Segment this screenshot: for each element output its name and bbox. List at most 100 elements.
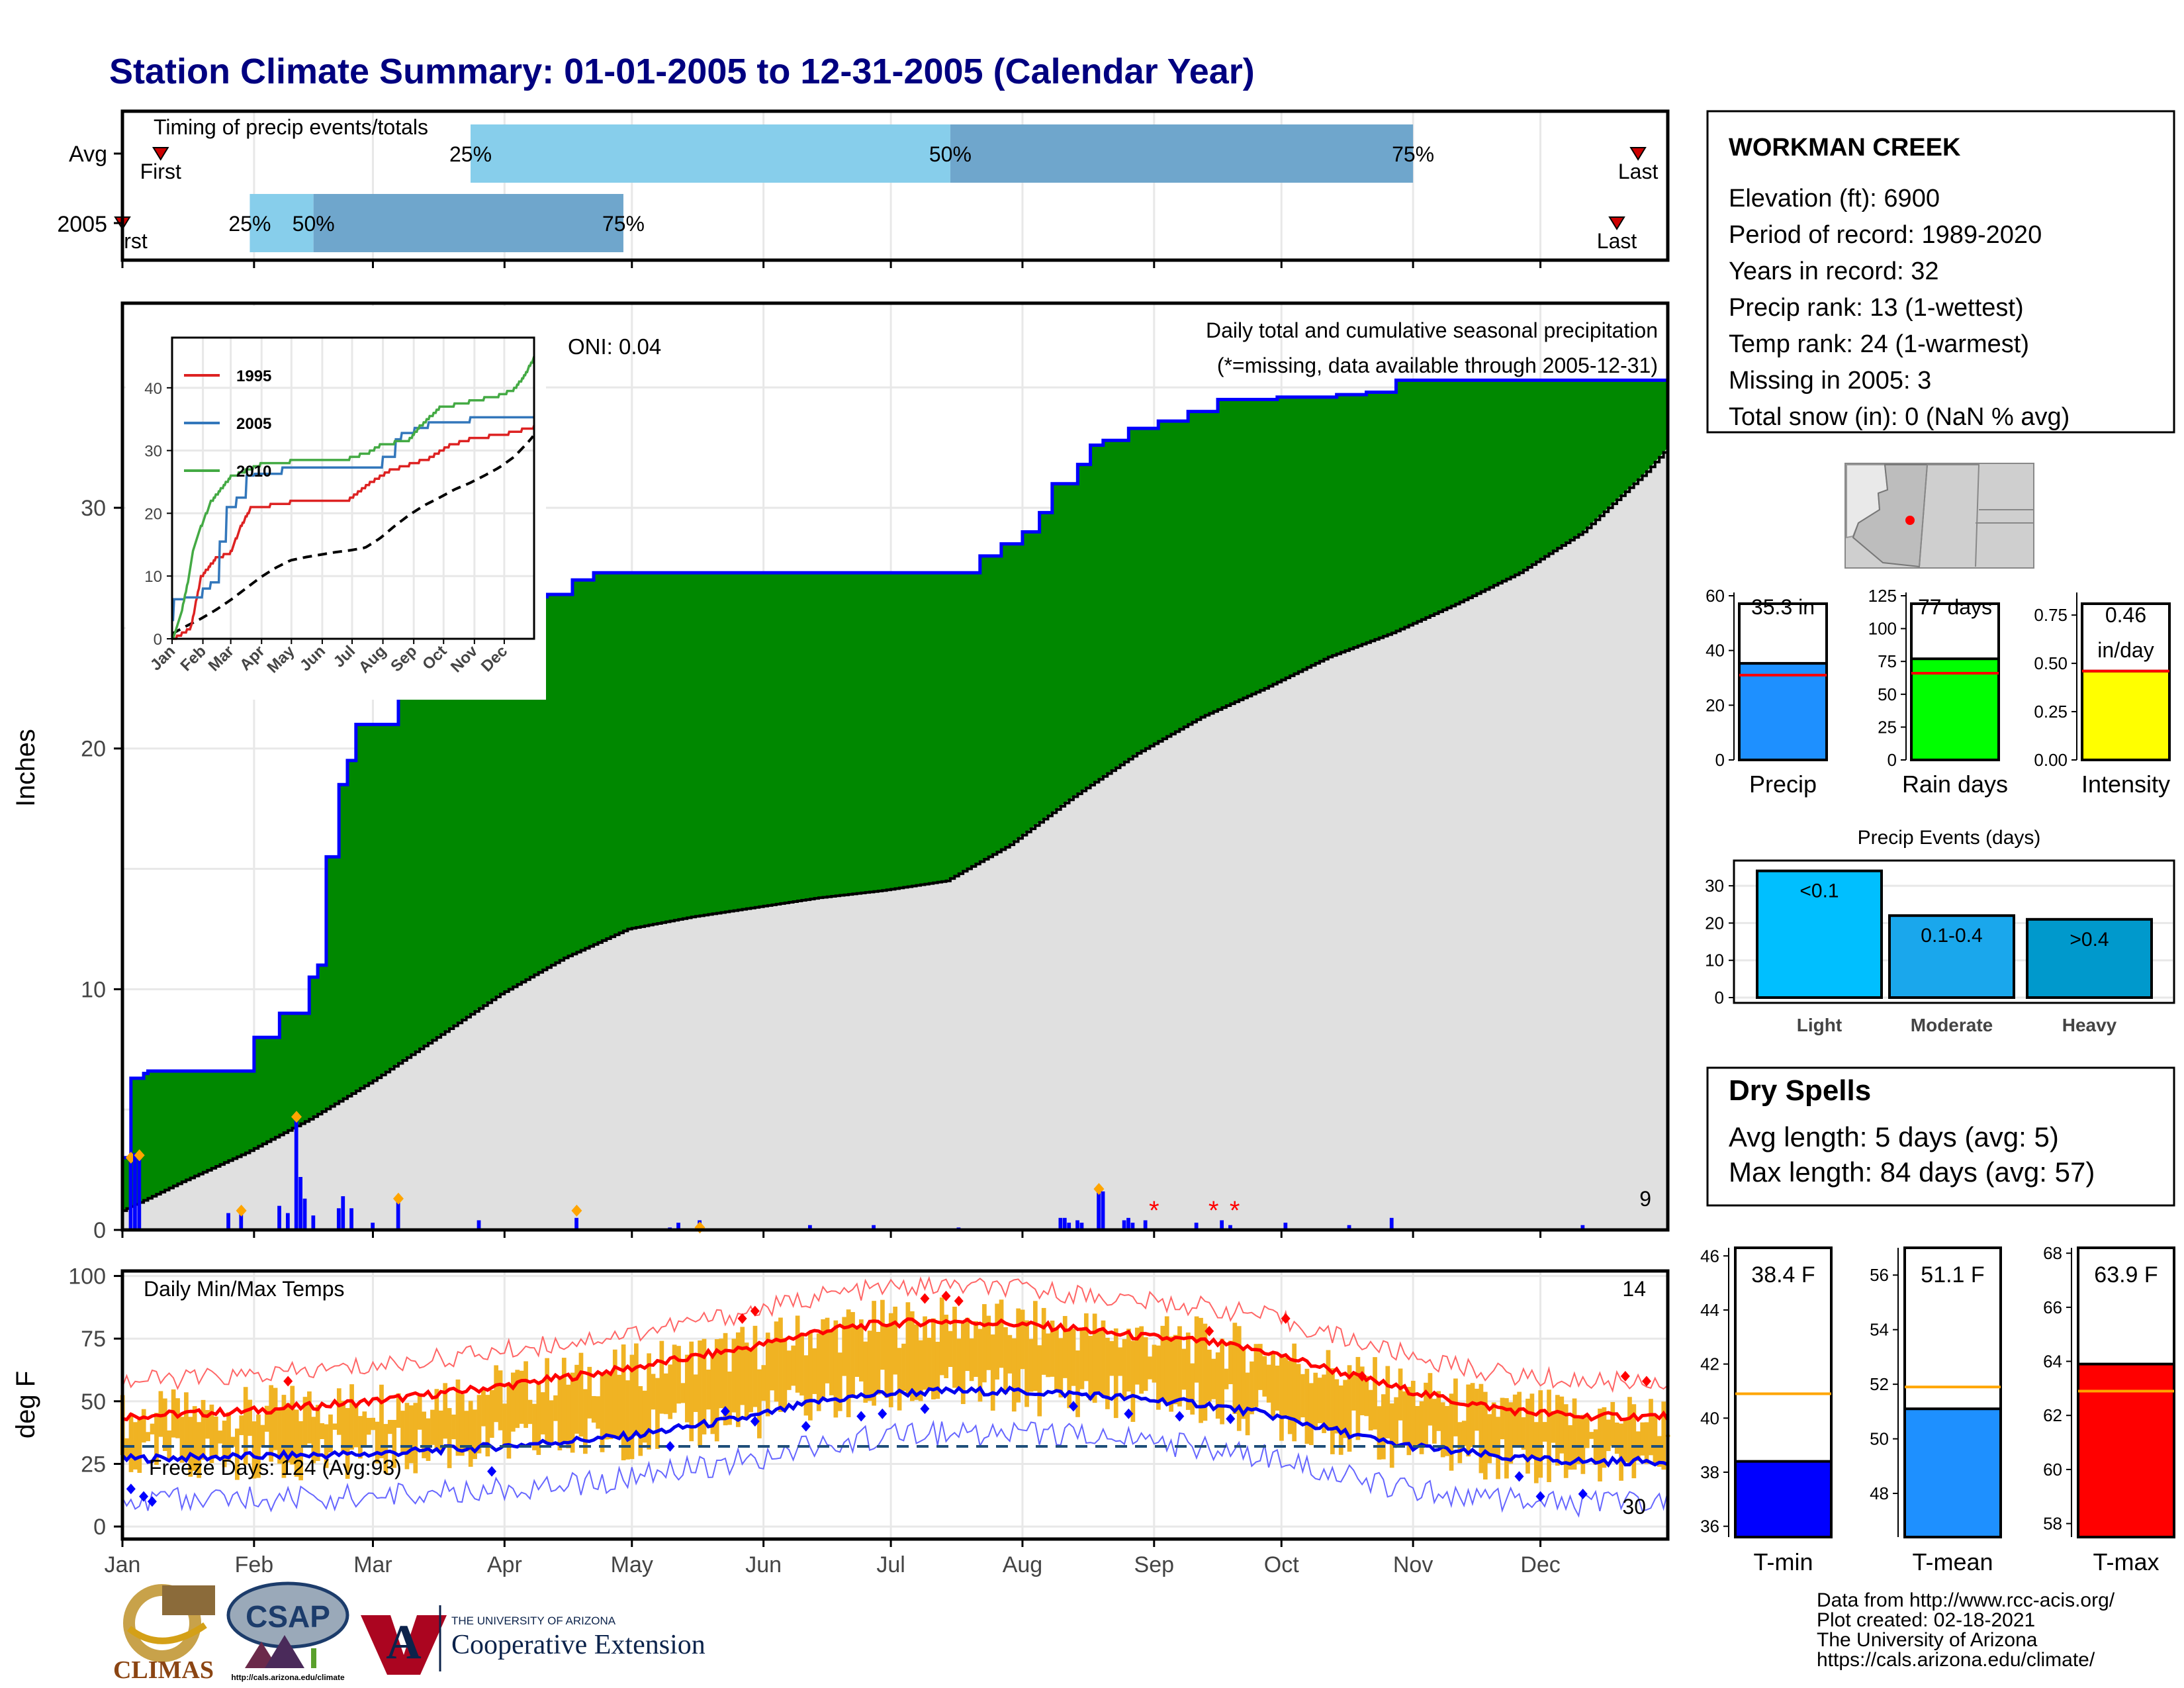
missing-day-marker: * [1208, 1196, 1219, 1225]
temp-summary-value-label: 51.1 F [1921, 1262, 1984, 1288]
daily-precip-bar [285, 1213, 290, 1230]
temp-range-bar [494, 1365, 499, 1423]
timing-label-50: 50% [293, 212, 335, 236]
daily-precip-bar [341, 1196, 345, 1230]
temp-range-bar [858, 1319, 864, 1382]
timing-label-75: 75% [602, 212, 645, 236]
timing-marker [152, 147, 169, 161]
temp-range-bar [277, 1410, 282, 1464]
temp-range-bar [1279, 1355, 1284, 1441]
mini-ytick-label: 0 [1715, 750, 1725, 770]
record-low-marker [487, 1466, 497, 1477]
temp-range-bar [281, 1395, 287, 1478]
temp-range-bar [307, 1391, 312, 1444]
temp-range-bar [821, 1319, 825, 1397]
temp-range-bar [905, 1302, 911, 1397]
precip-ytick-label: 20 [81, 737, 106, 762]
temp-range-bar [863, 1341, 868, 1403]
csap-url: http://cals.arizona.edu/climate [231, 1673, 345, 1682]
inset-ytick-label: 40 [144, 380, 162, 398]
temp-range-bar [1245, 1372, 1250, 1436]
temp-range-bar [1402, 1391, 1407, 1443]
temp-range-bar [752, 1325, 758, 1407]
temp-frame [120, 1269, 1670, 1541]
temp-range-bar [1576, 1418, 1581, 1464]
precip-annotation-missing: (*=missing, data available through 2005-… [1217, 353, 1658, 377]
temp-range-bar [447, 1408, 452, 1468]
temp-range-bar [146, 1432, 151, 1442]
temp-range-bar [481, 1389, 486, 1427]
temp-range-bar [1139, 1326, 1144, 1394]
temp-range-bar [948, 1331, 953, 1367]
daily-precip-bar [1347, 1225, 1351, 1230]
temp-summary-t-max: 58 60 62 64 66 68 63.9 F T-max [2043, 1243, 2175, 1575]
temp-range-bar [1555, 1395, 1560, 1466]
temp-range-bar [375, 1421, 380, 1464]
temp-range-bar [791, 1345, 796, 1386]
temp-range-bar [1250, 1361, 1254, 1415]
temp-range-bar [1563, 1404, 1569, 1478]
daily-precip-bar [1097, 1189, 1101, 1230]
temp-range-bar [884, 1325, 889, 1398]
mini-value-bar [2081, 669, 2171, 761]
temp-summary-ytick-label: 46 [1700, 1246, 1719, 1266]
inset-y-ticks: 0 10 20 30 40 [144, 380, 172, 649]
average-min-line [121, 1385, 1668, 1468]
temp-summary-value-bar [1903, 1407, 2002, 1538]
inset-background [126, 306, 546, 700]
temp-range-bar [583, 1389, 588, 1454]
temp-range-bar [315, 1405, 320, 1462]
temp-range-bar [133, 1422, 138, 1470]
record-min-line [122, 1419, 1668, 1518]
temp-range-bar [1542, 1422, 1547, 1442]
timing-marker-label: Last [1597, 229, 1637, 253]
temp-range-bar [290, 1385, 295, 1465]
ua-big-text: Cooperative Extension [451, 1630, 705, 1660]
temp-summary-value-bar [2077, 1362, 2175, 1539]
temp-range-bar [888, 1313, 893, 1407]
dry-spells-avg: Avg length: 5 days (avg: 5) [1729, 1121, 2059, 1152]
temp-range-bar [803, 1355, 809, 1416]
temp-range-bar [285, 1403, 291, 1463]
temp-range-bar [1308, 1383, 1314, 1446]
temp-range-bar [680, 1383, 686, 1403]
temp-range-bar [1533, 1422, 1539, 1483]
temp-range-bar [1521, 1417, 1526, 1450]
temp-range-bar [591, 1395, 596, 1423]
temp-range-bar [1644, 1422, 1649, 1464]
temp-range-bar [218, 1430, 223, 1444]
timing-bar-q25-q50 [471, 124, 950, 183]
temp-range-bar [1075, 1350, 1080, 1417]
average-cumulative-area [122, 447, 1668, 1230]
timing-bar-q50-q75 [950, 124, 1414, 183]
daily-precip-bar [1220, 1220, 1224, 1230]
temp-range-bar [1504, 1398, 1509, 1479]
temp-range-bar [774, 1321, 779, 1402]
temp-range-bar [349, 1384, 354, 1450]
temp-range-bar [974, 1321, 978, 1378]
temp-range-bar [740, 1327, 745, 1405]
daily-precip-bar [226, 1213, 230, 1230]
cold-count-label: 30 [1622, 1495, 1646, 1519]
temp-range-bar [1011, 1338, 1017, 1412]
temp-range-bar [1500, 1397, 1505, 1440]
daily-record-marker [392, 1192, 404, 1205]
record-high-marker [1281, 1313, 1291, 1324]
temp-range-bar [226, 1412, 231, 1461]
events-ytick-label: 0 [1715, 988, 1724, 1008]
temp-range-bar [621, 1344, 626, 1461]
record-low-marker [920, 1403, 930, 1415]
temp-summary-ytick-label: 42 [1700, 1354, 1719, 1374]
temp-range-bar [264, 1405, 269, 1432]
temp-range-bar [608, 1372, 614, 1440]
daily-precip-bar [1194, 1223, 1199, 1230]
mini-ytick-label: 0.25 [2034, 702, 2068, 722]
temp-range-bar [1589, 1432, 1594, 1439]
temp-range-bar [485, 1395, 490, 1457]
inset-legend-label: 1995 [236, 367, 271, 385]
locator-map [1844, 463, 2034, 569]
temp-range-bar [205, 1410, 210, 1439]
temp-range-bar [1199, 1317, 1203, 1423]
record-low-marker [665, 1440, 675, 1452]
temp-range-bar [443, 1383, 448, 1439]
